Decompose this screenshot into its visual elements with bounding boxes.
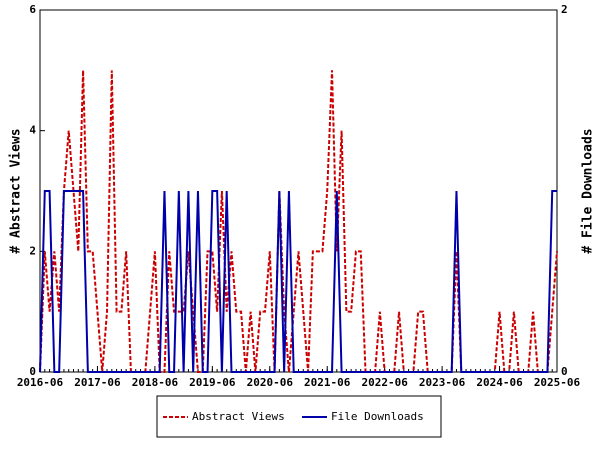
x-tick-label: 2017-06: [74, 376, 121, 389]
x-tick-label: 2021-06: [304, 376, 351, 389]
y2-tick-label: 2: [561, 3, 568, 16]
x-tick-label: 2019-06: [189, 376, 236, 389]
legend-label: File Downloads: [331, 410, 424, 423]
y-tick-label: 6: [29, 3, 36, 16]
y-axis-label: # Abstract Views: [9, 128, 24, 253]
series-line: [39, 190, 557, 373]
plot-frame: [39, 9, 558, 373]
y-tick-label: 0: [29, 365, 36, 378]
legend: [156, 395, 442, 438]
x-tick-label: 2022-06: [361, 376, 408, 389]
y2-axis-label: # File Downloads: [581, 128, 596, 253]
series-line: [39, 70, 558, 373]
x-tick-label: 2018-06: [132, 376, 179, 389]
y-tick-label: 4: [29, 124, 36, 137]
x-tick-label: 2025-06: [534, 376, 581, 389]
x-tick-label: 2024-06: [476, 376, 523, 389]
x-tick-label: 2023-06: [419, 376, 466, 389]
x-tick-label: 2020-06: [247, 376, 294, 389]
legend-label: Abstract Views: [192, 410, 285, 423]
y2-tick-label: 0: [561, 365, 568, 378]
y-tick-label: 2: [29, 244, 36, 257]
x-tick-label: 2016-06: [17, 376, 64, 389]
